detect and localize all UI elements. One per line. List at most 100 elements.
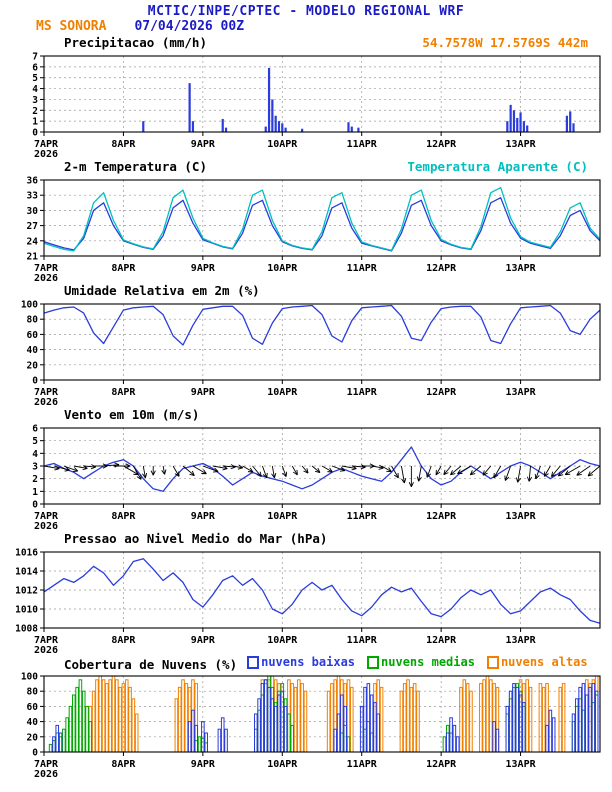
- svg-text:2026: 2026: [34, 769, 58, 778]
- svg-text:9APR: 9APR: [191, 511, 216, 522]
- header: MCTIC/INPE/CPTEC - MODELO REGIONAL WRF M…: [0, 0, 612, 34]
- svg-text:1014: 1014: [15, 567, 38, 578]
- svg-text:7: 7: [32, 52, 38, 63]
- legend-nuvens-baixas-label: nuvens baixas: [261, 655, 356, 669]
- svg-text:1008: 1008: [15, 624, 38, 635]
- svg-text:13APR: 13APR: [506, 263, 537, 274]
- cloud-legend: nuvens baixas nuvens medias nuvens altas: [247, 655, 588, 670]
- svg-text:2026: 2026: [34, 397, 58, 406]
- svg-text:8APR: 8APR: [111, 759, 136, 770]
- svg-text:11APR: 11APR: [347, 759, 378, 770]
- svg-text:27: 27: [27, 221, 38, 232]
- svg-text:40: 40: [27, 345, 39, 356]
- svg-text:24: 24: [27, 236, 39, 247]
- svg-text:11APR: 11APR: [347, 511, 378, 522]
- svg-text:13APR: 13APR: [506, 511, 537, 522]
- svg-text:12APR: 12APR: [426, 139, 457, 150]
- svg-text:7APR: 7APR: [34, 511, 59, 522]
- page-title: MCTIC/INPE/CPTEC - MODELO REGIONAL WRF: [147, 4, 465, 19]
- svg-text:9APR: 9APR: [191, 635, 216, 646]
- svg-text:4: 4: [32, 449, 38, 460]
- panel-vento-title-row: Vento em 10m (m/s): [0, 407, 612, 422]
- svg-text:60: 60: [27, 330, 39, 341]
- panel-umidade-title: Umidade Relativa em 2m (%): [64, 283, 260, 298]
- panel-precipitacao-title: Precipitacao (mm/h): [64, 35, 207, 50]
- legend-nuvens-altas: nuvens altas: [486, 655, 588, 670]
- legend-nuvens-medias: nuvens medias: [367, 655, 475, 670]
- svg-text:30: 30: [27, 206, 39, 217]
- station-name: MS SONORA: [36, 19, 107, 34]
- run-info: MS SONORA 07/04/2026 00Z: [0, 19, 612, 34]
- svg-text:6: 6: [32, 424, 38, 435]
- nuvens-medias-swatch-icon: [367, 656, 380, 669]
- svg-text:1: 1: [32, 117, 38, 128]
- svg-text:11APR: 11APR: [347, 635, 378, 646]
- svg-text:33: 33: [27, 191, 39, 202]
- svg-text:8APR: 8APR: [111, 635, 136, 646]
- svg-text:60: 60: [27, 702, 39, 713]
- svg-text:100: 100: [21, 672, 38, 683]
- svg-text:3: 3: [32, 95, 38, 106]
- panel-temperatura-title: 2-m Temperatura (C): [64, 159, 207, 174]
- svg-text:2026: 2026: [34, 645, 58, 654]
- svg-text:1012: 1012: [15, 586, 38, 597]
- svg-text:40: 40: [27, 717, 39, 728]
- svg-text:1016: 1016: [15, 548, 38, 559]
- svg-text:4: 4: [32, 84, 38, 95]
- svg-text:11APR: 11APR: [347, 263, 378, 274]
- panel-umidade: Umidade Relativa em 2m (%) 0 20 40 60 80 100 7…: [0, 283, 612, 406]
- panel-nuvens: Cobertura de Nuvens (%) nuvens baixas nu…: [0, 655, 612, 778]
- svg-text:20: 20: [27, 732, 39, 743]
- svg-text:8APR: 8APR: [111, 139, 136, 150]
- svg-text:0: 0: [32, 128, 38, 139]
- svg-text:2: 2: [32, 106, 38, 117]
- panel-pressao: Pressao ao Nivel Medio do Mar (hPa) 1008…: [0, 531, 612, 654]
- svg-text:10APR: 10APR: [267, 387, 298, 398]
- svg-text:21: 21: [27, 252, 39, 263]
- svg-text:2026: 2026: [34, 149, 58, 158]
- panel-precipitacao-title-row: Precipitacao (mm/h) 54.7578W 17.5769S 44…: [0, 35, 612, 50]
- panel-vento: Vento em 10m (m/s) 0 1 2 3 4 5 6 7APR 2026 8APR 9A…: [0, 407, 612, 530]
- svg-text:7APR: 7APR: [34, 263, 59, 274]
- panel-precipitacao: Precipitacao (mm/h) 54.7578W 17.5769S 44…: [0, 35, 612, 158]
- svg-text:7APR: 7APR: [34, 759, 59, 770]
- svg-text:9APR: 9APR: [191, 387, 216, 398]
- panel-temperatura-title-row: 2-m Temperatura (C) Temperatura Aparente…: [0, 159, 612, 174]
- svg-text:11APR: 11APR: [347, 139, 378, 150]
- svg-text:8APR: 8APR: [111, 263, 136, 274]
- svg-text:9APR: 9APR: [191, 139, 216, 150]
- svg-text:20: 20: [27, 360, 39, 371]
- svg-text:5: 5: [32, 436, 38, 447]
- svg-text:1: 1: [32, 487, 38, 498]
- svg-text:0: 0: [32, 500, 38, 511]
- svg-text:12APR: 12APR: [426, 263, 457, 274]
- panel-pressao-title: Pressao ao Nivel Medio do Mar (hPa): [64, 531, 328, 546]
- panel-vento-title: Vento em 10m (m/s): [64, 407, 200, 422]
- svg-text:10APR: 10APR: [267, 263, 298, 274]
- svg-text:0: 0: [32, 376, 38, 387]
- svg-text:7APR: 7APR: [34, 139, 59, 150]
- svg-text:12APR: 12APR: [426, 511, 457, 522]
- svg-text:12APR: 12APR: [426, 635, 457, 646]
- svg-text:5: 5: [32, 73, 38, 84]
- svg-text:80: 80: [27, 687, 39, 698]
- svg-text:100: 100: [21, 300, 38, 311]
- svg-text:7APR: 7APR: [34, 387, 59, 398]
- panel-nuvens-title: Cobertura de Nuvens (%): [64, 657, 238, 672]
- svg-text:13APR: 13APR: [506, 635, 537, 646]
- svg-text:12APR: 12APR: [426, 387, 457, 398]
- svg-text:36: 36: [27, 176, 39, 187]
- svg-text:10APR: 10APR: [267, 635, 298, 646]
- svg-text:7APR: 7APR: [34, 635, 59, 646]
- svg-text:10APR: 10APR: [267, 139, 298, 150]
- svg-text:2026: 2026: [34, 521, 58, 530]
- svg-text:12APR: 12APR: [426, 759, 457, 770]
- svg-text:10APR: 10APR: [267, 511, 298, 522]
- svg-text:0: 0: [32, 748, 38, 759]
- legend-nuvens-baixas: nuvens baixas: [247, 655, 355, 670]
- svg-text:1010: 1010: [15, 605, 38, 616]
